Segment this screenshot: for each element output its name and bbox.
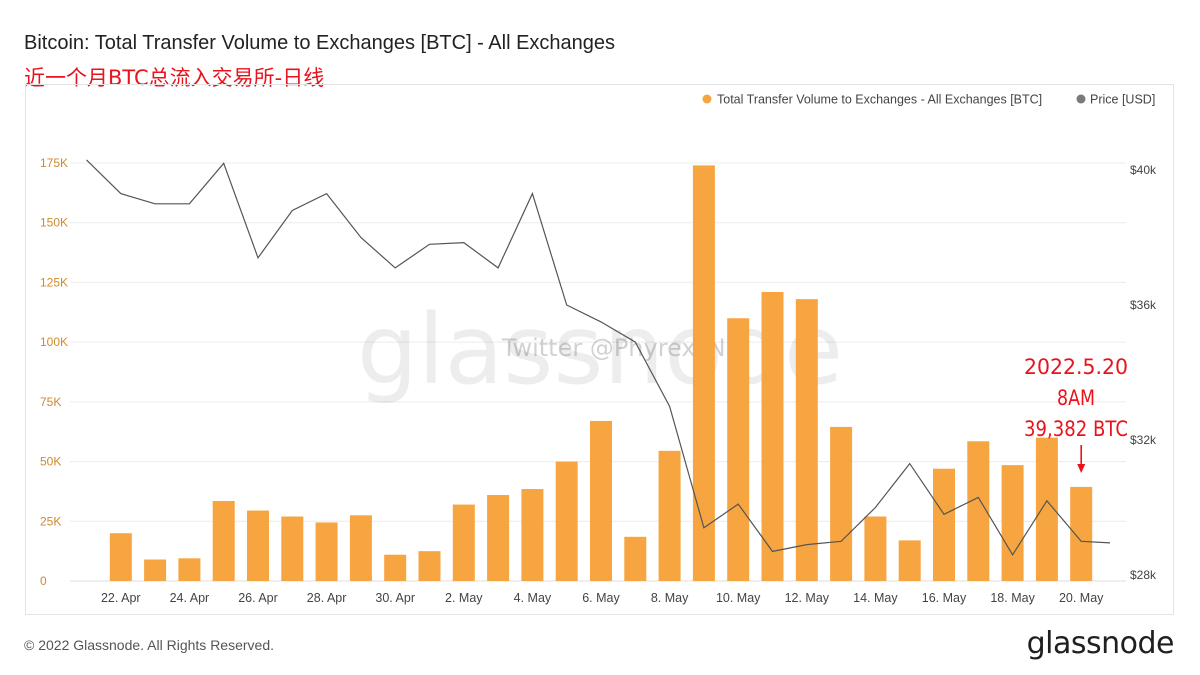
volume-bar <box>487 495 510 581</box>
volume-bar <box>830 426 853 581</box>
volume-bar <box>727 318 750 581</box>
y-left-tick-label: 175K <box>40 156 68 170</box>
volume-bar <box>761 291 784 581</box>
volume-bar <box>349 515 372 581</box>
y-right-tick-label: $36k <box>1130 298 1157 312</box>
volume-bar <box>281 516 304 581</box>
volume-bar <box>1070 486 1093 581</box>
x-tick-label: 20. May <box>1059 591 1104 605</box>
y-left-tick-label: 50K <box>40 455 61 469</box>
bar-series <box>109 165 1093 582</box>
x-tick-label: 8. May <box>651 591 689 605</box>
annotation-arrow-head <box>1077 464 1086 473</box>
volume-bar <box>555 461 578 581</box>
volume-bar <box>933 468 955 581</box>
x-tick-label: 22. Apr <box>101 591 141 605</box>
y-left-tick-label: 0 <box>40 574 47 588</box>
volume-bar <box>418 551 441 581</box>
footer-copyright: © 2022 Glassnode. All Rights Reserved. <box>24 637 275 653</box>
volume-bar <box>1001 465 1024 581</box>
volume-bar <box>590 420 612 581</box>
chart-subtitle: 近一个月BTC总流入交易所-日线 <box>24 66 325 90</box>
price-line <box>86 159 1111 556</box>
x-tick-label: 30. Apr <box>375 591 415 605</box>
legend: Total Transfer Volume to Exchanges - All… <box>702 93 1155 107</box>
x-tick-label: 16. May <box>922 591 967 605</box>
y-left-tick-label: 125K <box>40 275 68 289</box>
x-tick-label: 26. Apr <box>238 591 278 605</box>
y-right-tick-label: $40k <box>1130 163 1157 177</box>
volume-bar <box>384 554 407 581</box>
volume-bar <box>212 500 235 581</box>
x-tick-label: 4. May <box>514 591 552 605</box>
y-left-tick-label: 100K <box>40 335 68 349</box>
volume-bar <box>658 450 681 581</box>
annotation-time: 8AM <box>1057 386 1095 410</box>
x-tick-label: 12. May <box>785 591 830 605</box>
legend-price-swatch <box>1076 94 1086 104</box>
annotation: 2022.5.20 8AM 39,382 BTC <box>1024 355 1128 473</box>
volume-bar <box>315 522 338 581</box>
volume-bar <box>521 489 544 581</box>
y-right-tick-label: $28k <box>1130 568 1157 582</box>
y-left-tick-label: 150K <box>40 216 68 230</box>
x-tick-label: 18. May <box>990 591 1035 605</box>
volume-bar <box>109 533 132 581</box>
volume-bar <box>144 559 167 581</box>
chart-title: Bitcoin: Total Transfer Volume to Exchan… <box>24 32 616 54</box>
volume-bar <box>452 504 475 581</box>
price-line-series <box>86 159 1111 556</box>
x-axis: 22. Apr 24. Apr 26. Apr 28. Apr 30. Apr 2. Ma… <box>101 591 1104 605</box>
y-right-tick-label: $32k <box>1130 433 1157 447</box>
annotation-date: 2022.5.20 <box>1024 355 1128 379</box>
annotation-value: 39,382 BTC <box>1024 417 1128 441</box>
volume-bar <box>178 558 201 581</box>
annotation-arrow <box>1077 445 1086 473</box>
volume-bar <box>1035 437 1058 581</box>
volume-bar <box>795 299 818 581</box>
y-axis-left: 0 25K 50K 75K 100K 125K 150K 175K <box>40 156 68 588</box>
chart-panel <box>25 84 1174 615</box>
x-tick-label: 28. Apr <box>307 591 347 605</box>
footer-logo: glassnode <box>1026 626 1175 661</box>
volume-bar <box>692 165 715 582</box>
legend-bar-swatch <box>702 94 712 104</box>
y-left-tick-label: 75K <box>40 395 61 409</box>
volume-bar <box>864 516 887 581</box>
volume-bar <box>247 510 269 581</box>
legend-price-label: Price [USD] <box>1090 93 1155 107</box>
y-left-tick-label: 25K <box>40 514 61 528</box>
legend-bar-label: Total Transfer Volume to Exchanges - All… <box>717 93 1042 107</box>
x-tick-label: 10. May <box>716 591 761 605</box>
volume-bar <box>898 540 921 581</box>
volume-bar <box>624 536 647 581</box>
x-tick-label: 2. May <box>445 591 483 605</box>
x-tick-label: 14. May <box>853 591 898 605</box>
y-axis-right: $28k $32k $36k $40k <box>1130 163 1157 582</box>
x-tick-label: 6. May <box>582 591 620 605</box>
volume-bar <box>967 441 990 581</box>
x-tick-label: 24. Apr <box>170 591 210 605</box>
